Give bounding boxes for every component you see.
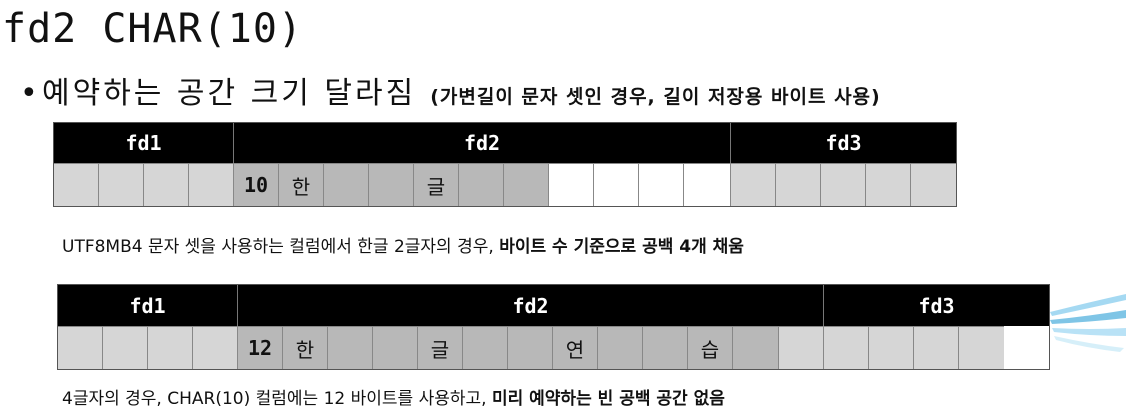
- padding-space-cell: [639, 163, 684, 206]
- fd1-byte-cell: [193, 326, 238, 369]
- header-fd2: fd2: [234, 123, 731, 163]
- char-byte-cell: [643, 326, 688, 369]
- padding-space-cell: [594, 163, 639, 206]
- caption-1: UTF8MB4 문자 셋을 사용하는 컬럼에서 한글 2글자의 경우, 바이트 …: [62, 232, 744, 257]
- length-byte-cell: 12: [238, 326, 283, 369]
- char-storage-diagram-2: fd1 fd2 fd3 12 한 글 연 습: [57, 284, 1050, 370]
- fd3-byte-cell: [779, 326, 824, 369]
- header-fd3: fd3: [731, 123, 956, 163]
- caption-2-bold: 미리 예약하는 빈 공백 공간 없음: [491, 389, 725, 409]
- header-fd1: fd1: [54, 123, 234, 163]
- char-byte-cell: 한: [283, 326, 328, 369]
- char-byte-cell: 글: [418, 326, 463, 369]
- padding-space-cell: [549, 163, 594, 206]
- fd3-byte-cell: [866, 163, 911, 206]
- char-byte-cell: [328, 326, 373, 369]
- fd3-byte-cell: [776, 163, 821, 206]
- char-byte-cell: 글: [414, 163, 459, 206]
- bullet-main-text: 예약하는 공간 크기 달라짐: [42, 76, 417, 111]
- fd1-byte-cell: [58, 326, 103, 369]
- char-byte-cell: [733, 326, 779, 369]
- char-byte-cell: 습: [688, 326, 733, 369]
- header-fd3: fd3: [824, 285, 1049, 326]
- char-byte-cell: [463, 326, 508, 369]
- fd3-byte-cell: [821, 163, 866, 206]
- char-byte-cell: [369, 163, 414, 206]
- fd3-byte-cell: [911, 163, 956, 206]
- char-byte-cell: [373, 326, 418, 369]
- fd1-byte-cell: [103, 326, 148, 369]
- caption-1-text: UTF8MB4 문자 셋을 사용하는 컬럼에서 한글 2글자의 경우,: [62, 237, 500, 257]
- fd3-byte-cell: [959, 326, 1004, 369]
- char-storage-diagram-1: fd1 fd2 fd3 10 한 글: [53, 122, 957, 207]
- char-byte-cell: [324, 163, 369, 206]
- char-byte-cell: [459, 163, 504, 206]
- header-fd2: fd2: [238, 285, 824, 326]
- bullet-dot-icon: •: [20, 76, 38, 111]
- fd3-byte-cell: [914, 326, 959, 369]
- caption-2-text: 4글자의 경우, CHAR(10) 컬럼에는 12 바이트를 사용하고,: [62, 389, 492, 409]
- char-byte-cell: [598, 326, 643, 369]
- fd1-byte-cell: [148, 326, 193, 369]
- length-byte-cell: 10: [234, 163, 279, 206]
- fd3-byte-cell: [731, 163, 776, 206]
- bullet-sub-text: (가변길이 문자 셋인 경우, 길이 저장용 바이트 사용): [430, 86, 881, 108]
- fd1-byte-cell: [99, 163, 144, 206]
- padding-space-cell: [684, 163, 731, 206]
- decorative-swoosh-icon: [1050, 294, 1126, 352]
- char-byte-cell: [508, 326, 553, 369]
- fd1-byte-cell: [144, 163, 189, 206]
- page-title: fd2 CHAR(10): [2, 6, 303, 52]
- header-fd1: fd1: [58, 285, 238, 326]
- char-byte-cell: 한: [279, 163, 324, 206]
- char-byte-cell: [504, 163, 549, 206]
- fd1-byte-cell: [189, 163, 234, 206]
- fd1-byte-cell: [54, 163, 99, 206]
- fd3-byte-cell: [824, 326, 869, 369]
- caption-1-bold: 바이트 수 기준으로 공백 4개 채움: [499, 237, 744, 257]
- char-byte-cell: 연: [553, 326, 598, 369]
- bullet-point: • 예약하는 공간 크기 달라짐 (가변길이 문자 셋인 경우, 길이 저장용 바이…: [20, 68, 881, 112]
- caption-2: 4글자의 경우, CHAR(10) 컬럼에는 12 바이트를 사용하고, 미리 …: [62, 384, 725, 409]
- fd3-byte-cell: [869, 326, 914, 369]
